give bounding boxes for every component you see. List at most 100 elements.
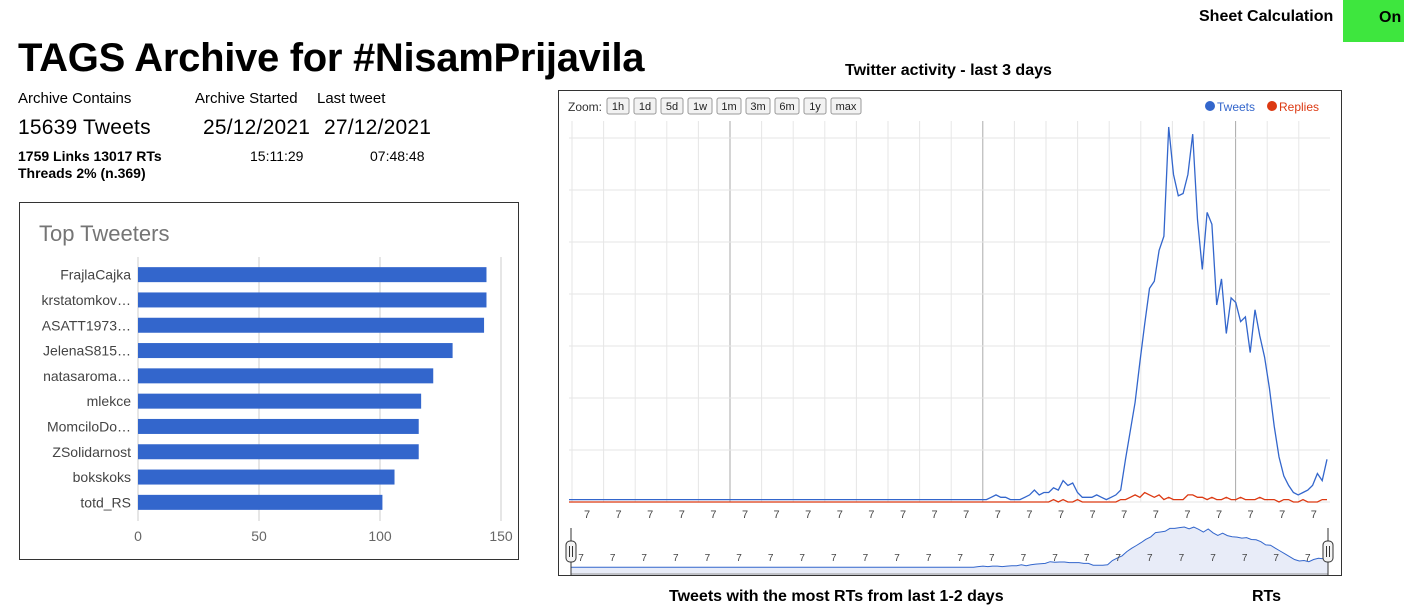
zoom-button-1h[interactable]: 1h bbox=[606, 97, 630, 115]
sheet-calculation-toggle[interactable]: On bbox=[1343, 0, 1404, 42]
tweeter-bar[interactable] bbox=[138, 469, 395, 485]
range-selector-line bbox=[571, 526, 1329, 568]
tweeter-bar[interactable] bbox=[138, 292, 487, 308]
links-rts-summary: 1759 Links 13017 RTs Threads 2% (n.369) bbox=[18, 148, 162, 182]
range-tick-label: 7 bbox=[610, 553, 616, 564]
range-tick-label: 7 bbox=[1179, 553, 1185, 564]
zoom-button-label[interactable]: 1m bbox=[721, 101, 736, 113]
range-tick-label: 7 bbox=[863, 553, 869, 564]
tweeter-bar[interactable] bbox=[138, 444, 419, 460]
activity-chart-title: Twitter activity - last 3 days bbox=[845, 62, 1052, 79]
x-tick-label: 7 bbox=[1248, 509, 1254, 521]
range-tick-label: 7 bbox=[1273, 553, 1279, 564]
range-handle-grip[interactable] bbox=[565, 540, 577, 563]
tweeter-bar[interactable] bbox=[138, 418, 419, 434]
x-tick-label: 50 bbox=[251, 528, 267, 544]
x-tick-label: 7 bbox=[710, 509, 716, 521]
x-tick-label: 7 bbox=[837, 509, 843, 521]
zoom-button-frame[interactable] bbox=[774, 97, 800, 115]
zoom-button-frame[interactable] bbox=[830, 97, 862, 115]
page-title: TAGS Archive for #NisamPrijavila bbox=[18, 36, 645, 80]
x-tick-label: 7 bbox=[1216, 509, 1222, 521]
range-tick-label: 7 bbox=[894, 553, 900, 564]
zoom-button-frame[interactable] bbox=[687, 97, 713, 115]
range-handle-left[interactable] bbox=[565, 528, 577, 575]
zoom-button-1d[interactable]: 1d bbox=[633, 97, 657, 115]
legend-label: Replies bbox=[1279, 100, 1319, 114]
range-tick-label: 7 bbox=[926, 553, 932, 564]
zoom-button-label[interactable]: 5d bbox=[666, 101, 678, 113]
range-tick-label: 7 bbox=[1305, 553, 1311, 564]
zoom-button-frame[interactable] bbox=[660, 97, 684, 115]
legend-dot bbox=[1267, 101, 1277, 111]
x-tick-label: 7 bbox=[679, 509, 685, 521]
x-tick-label: 7 bbox=[647, 509, 653, 521]
zoom-button-label[interactable]: 6m bbox=[779, 101, 794, 113]
archive-started-time: 15:11:29 bbox=[250, 148, 304, 164]
zoom-button-frame[interactable] bbox=[745, 97, 771, 115]
zoom-button-label[interactable]: 1d bbox=[639, 101, 651, 113]
zoom-button-max[interactable]: max bbox=[830, 97, 862, 115]
x-tick-label: 7 bbox=[774, 509, 780, 521]
x-tick-label: 7 bbox=[1026, 509, 1032, 521]
zoom-button-frame[interactable] bbox=[716, 97, 742, 115]
range-handle-grip[interactable] bbox=[1322, 540, 1334, 563]
zoom-button-frame[interactable] bbox=[606, 97, 630, 115]
zoom-button-1w[interactable]: 1w bbox=[687, 97, 713, 115]
archive-started-label: Archive Started bbox=[195, 90, 298, 107]
range-handle-right[interactable] bbox=[1322, 528, 1334, 575]
zoom-button-1m[interactable]: 1m bbox=[716, 97, 742, 115]
x-tick-label: 7 bbox=[1311, 509, 1317, 521]
series-line-replies bbox=[569, 491, 1327, 503]
sheet-calculation-label: Sheet Calculation bbox=[1199, 8, 1334, 25]
x-tick-label: 7 bbox=[805, 509, 811, 521]
tweeter-bar[interactable] bbox=[138, 494, 383, 510]
zoom-button-frame[interactable] bbox=[803, 97, 827, 115]
x-tick-label: 7 bbox=[963, 509, 969, 521]
tweeter-bar[interactable] bbox=[138, 317, 485, 333]
zoom-button-frame[interactable] bbox=[633, 97, 657, 115]
zoom-button-label[interactable]: 1y bbox=[809, 101, 821, 113]
tweeter-bar[interactable] bbox=[138, 267, 487, 283]
range-tick-label: 7 bbox=[957, 553, 963, 564]
x-tick-label: 7 bbox=[1121, 509, 1127, 521]
x-tick-label: 7 bbox=[742, 509, 748, 521]
tweeter-bar[interactable] bbox=[138, 343, 453, 359]
x-tick-label: 7 bbox=[1279, 509, 1285, 521]
legend-label: Tweets bbox=[1217, 100, 1255, 114]
legend-dot bbox=[1205, 101, 1215, 111]
range-tick-label: 7 bbox=[641, 553, 647, 564]
zoom-button-1y[interactable]: 1y bbox=[803, 97, 827, 115]
tweeter-label: bokskoks bbox=[73, 469, 131, 485]
tweeter-bar[interactable] bbox=[138, 393, 422, 409]
zoom-button-label[interactable]: max bbox=[836, 101, 857, 113]
archive-started-date: 25/12/2021 bbox=[203, 116, 311, 139]
zoom-button-label[interactable]: 3m bbox=[750, 101, 765, 113]
tweeter-label: JelenaS815… bbox=[43, 343, 131, 359]
x-tick-label: 7 bbox=[1184, 509, 1190, 521]
twitter-activity-svg: Zoom: 1h 1d 5d 1w 1m 3m 6m 1y max Tweets Replies … bbox=[565, 97, 1334, 575]
range-tick-label: 7 bbox=[578, 553, 584, 564]
zoom-button-label[interactable]: 1w bbox=[693, 101, 707, 113]
x-tick-label: 7 bbox=[932, 509, 938, 521]
zoom-button-5d[interactable]: 5d bbox=[660, 97, 684, 115]
zoom-button-6m[interactable]: 6m bbox=[774, 97, 800, 115]
legend-item-tweets[interactable]: Tweets bbox=[1205, 100, 1255, 114]
range-tick-label: 7 bbox=[1147, 553, 1153, 564]
last-tweet-date: 27/12/2021 bbox=[324, 116, 432, 139]
range-tick-label: 7 bbox=[1021, 553, 1027, 564]
range-tick-label: 7 bbox=[705, 553, 711, 564]
tweeter-label: ASATT1973… bbox=[42, 317, 131, 333]
x-tick-label: 0 bbox=[134, 528, 142, 544]
tweeter-bar[interactable] bbox=[138, 368, 434, 384]
legend-item-replies[interactable]: Replies bbox=[1267, 100, 1319, 114]
zoom-button-3m[interactable]: 3m bbox=[745, 97, 771, 115]
zoom-button-label[interactable]: 1h bbox=[612, 101, 624, 113]
tweeter-label: ZSolidarnost bbox=[52, 444, 131, 460]
range-tick-label: 7 bbox=[1052, 553, 1058, 564]
x-tick-label: 7 bbox=[1058, 509, 1064, 521]
last-tweet-time: 07:48:48 bbox=[370, 148, 425, 164]
x-tick-label: 7 bbox=[1090, 509, 1096, 521]
series-line-tweets bbox=[569, 126, 1328, 501]
top-tweeters-title: Top Tweeters bbox=[39, 221, 169, 246]
